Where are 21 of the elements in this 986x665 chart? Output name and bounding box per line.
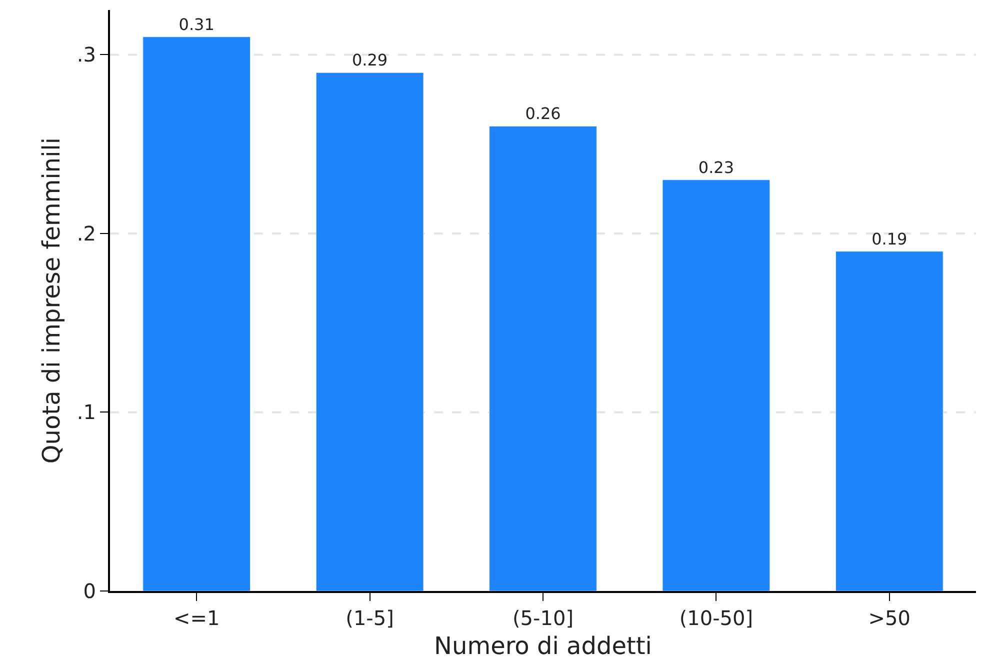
x-tick-label: >50 [868, 606, 911, 630]
y-tick-label: 0 [83, 579, 96, 603]
x-tick-label: (10-50] [679, 606, 754, 630]
bar [316, 72, 424, 591]
bar [142, 36, 251, 591]
data-label: 0.26 [525, 104, 561, 124]
y-tick-label: .1 [76, 400, 96, 424]
x-tick-label: (1-5] [346, 606, 394, 630]
data-label: 0.19 [872, 229, 908, 248]
bar [662, 180, 770, 591]
x-axis-title: Numero di addetti [434, 632, 652, 660]
y-tick-label: .3 [76, 42, 96, 67]
data-label: 0.31 [178, 14, 214, 34]
data-label: 0.29 [352, 50, 388, 70]
x-tick-label: <=1 [173, 606, 220, 630]
data-label: 0.23 [698, 158, 734, 177]
x-tick-label: (5-10] [512, 606, 574, 630]
bar [835, 251, 944, 591]
y-axis-title: Quota di imprese femminili [38, 137, 66, 464]
y-tick-label: .2 [76, 221, 96, 246]
bar [489, 126, 597, 591]
